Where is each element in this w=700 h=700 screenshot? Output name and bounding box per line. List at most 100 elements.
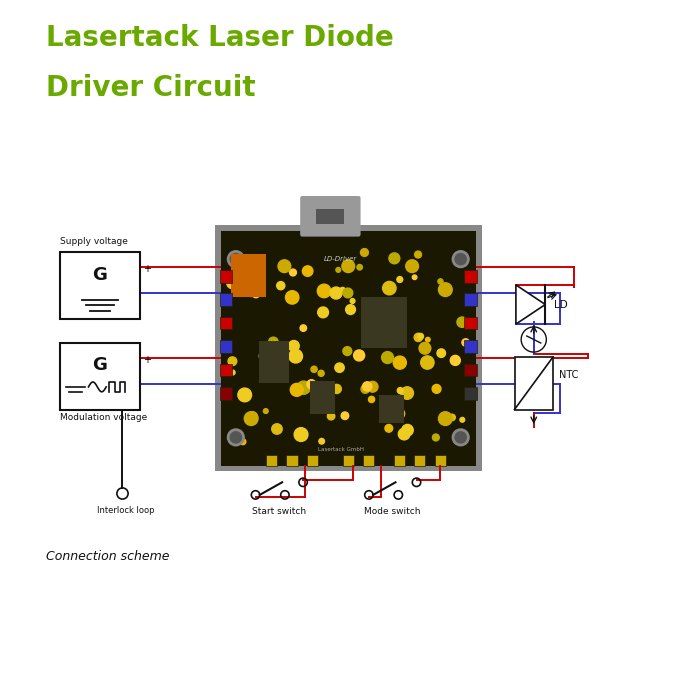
Bar [393,455,405,466]
Bar [220,387,232,400]
Circle shape [302,266,313,276]
Circle shape [244,288,253,296]
Circle shape [265,369,276,379]
FancyBboxPatch shape [300,196,360,237]
Circle shape [237,259,245,267]
Circle shape [398,428,410,440]
Bar [379,395,405,424]
Bar [414,455,426,466]
Circle shape [363,382,372,391]
Circle shape [335,363,344,372]
Circle shape [397,276,402,282]
Circle shape [357,265,363,270]
Circle shape [278,260,290,272]
Circle shape [230,253,241,265]
Text: NTC: NTC [559,370,578,380]
Circle shape [230,370,235,375]
Circle shape [332,384,342,393]
Circle shape [450,356,461,365]
Bar [259,341,290,384]
Circle shape [289,349,302,363]
Circle shape [394,408,405,419]
Bar [435,455,446,466]
Bar [464,270,477,283]
Circle shape [421,356,434,369]
Circle shape [240,439,246,444]
Circle shape [336,267,341,272]
Circle shape [230,432,241,443]
Circle shape [462,339,469,346]
Circle shape [238,388,251,402]
Bar [514,357,553,410]
Circle shape [328,412,335,420]
Text: LD: LD [554,300,568,309]
Circle shape [385,424,393,432]
Circle shape [360,248,368,256]
Circle shape [361,384,370,393]
Circle shape [317,284,331,298]
Bar [220,364,232,377]
Circle shape [228,251,244,267]
Bar [266,455,277,466]
Bar [361,297,407,348]
Circle shape [449,414,455,421]
Circle shape [382,351,393,363]
Bar [310,381,335,414]
Circle shape [297,381,310,394]
Bar [220,317,232,330]
Circle shape [272,424,282,434]
Text: G: G [92,266,107,284]
Text: +: + [143,264,150,274]
Circle shape [290,269,296,276]
Circle shape [376,337,384,346]
Circle shape [414,333,423,342]
Circle shape [300,389,306,394]
Polygon shape [516,285,545,324]
Text: Modulation voltage: Modulation voltage [60,413,147,422]
Circle shape [418,333,424,340]
Circle shape [343,346,351,356]
Circle shape [274,349,288,362]
Text: Supply voltage: Supply voltage [60,237,127,246]
Circle shape [393,356,406,369]
Circle shape [252,284,261,293]
Circle shape [455,432,466,443]
Text: Connection scheme: Connection scheme [46,550,169,563]
Circle shape [286,290,299,304]
Circle shape [343,288,353,298]
Bar [220,270,232,283]
Circle shape [252,290,260,298]
Text: G: G [92,356,107,374]
Circle shape [368,396,374,402]
Bar [316,209,344,223]
Circle shape [362,316,373,327]
Circle shape [354,350,365,361]
Bar [464,293,477,306]
Bar [220,340,232,353]
Circle shape [276,281,285,290]
Text: +: + [143,355,150,365]
Bar [343,455,354,466]
Circle shape [269,337,278,346]
Bar [363,455,374,466]
Text: Lasertack Laser Diode: Lasertack Laser Diode [46,25,393,52]
Circle shape [432,384,441,393]
Circle shape [433,434,440,441]
Bar [464,317,477,330]
Text: Interlock loop: Interlock loop [97,506,155,515]
Circle shape [290,384,303,396]
Circle shape [412,275,417,279]
Bar [215,225,482,471]
Circle shape [319,438,325,444]
Circle shape [402,424,413,436]
Text: Mode switch: Mode switch [365,508,421,517]
Circle shape [318,370,324,377]
Circle shape [228,429,244,446]
Bar [464,387,477,400]
Circle shape [452,429,469,446]
Bar [220,293,232,306]
Circle shape [406,260,419,272]
Circle shape [259,351,270,361]
Text: Lasertack GmbH: Lasertack GmbH [318,447,363,452]
Circle shape [330,287,342,299]
